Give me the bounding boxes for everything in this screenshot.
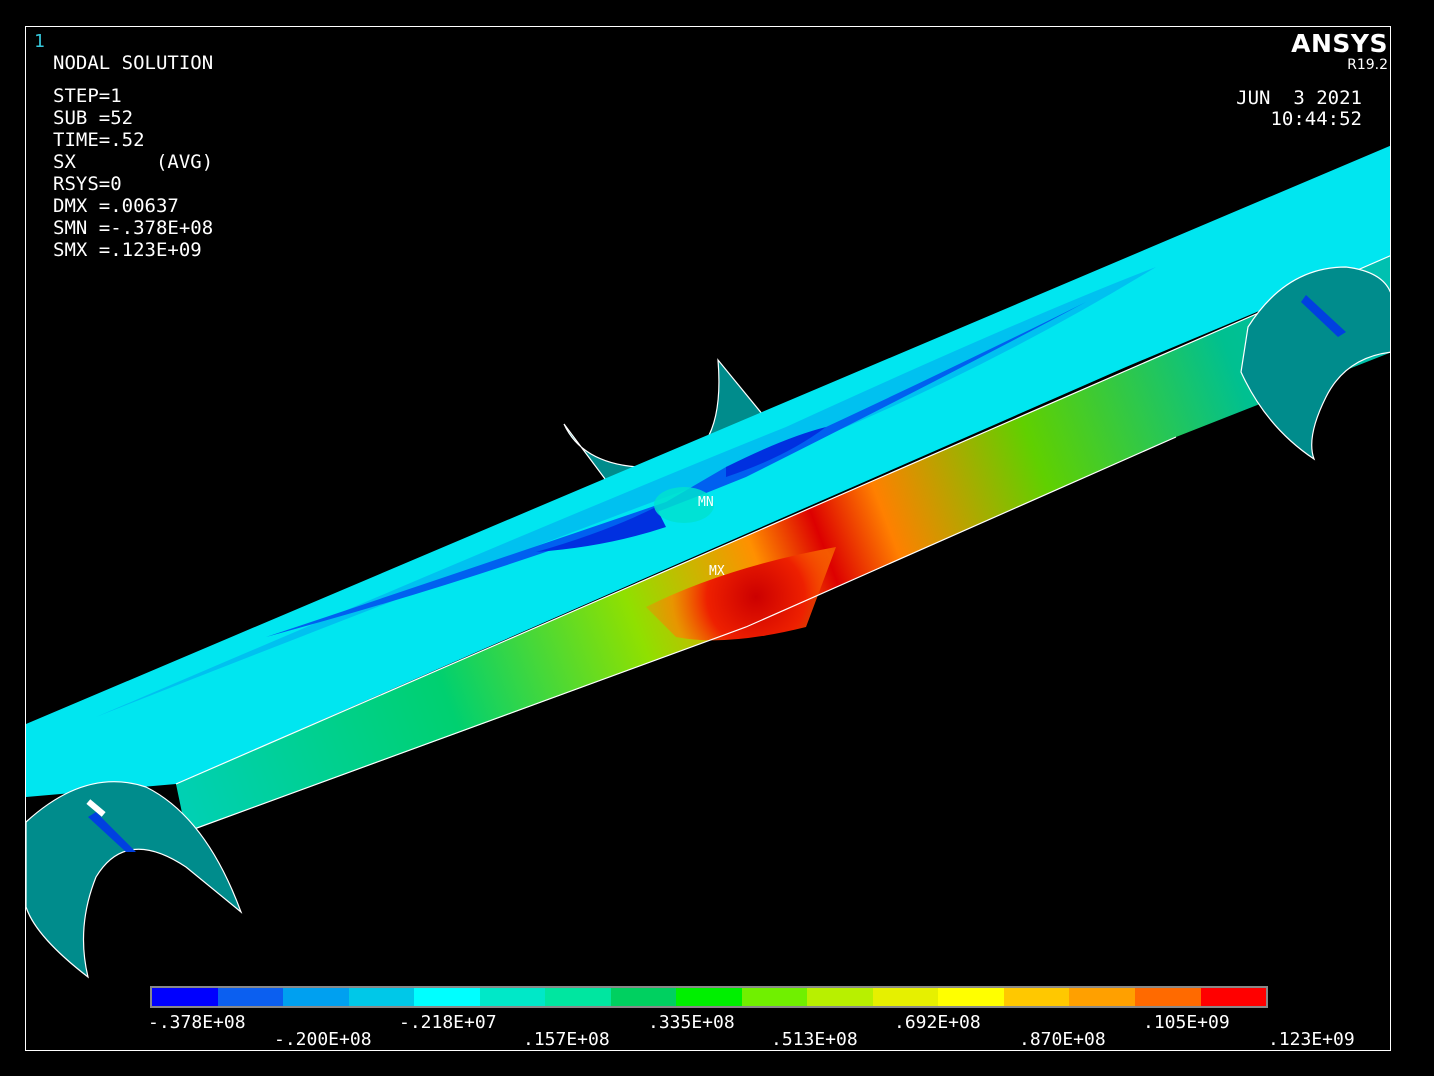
legend-segment (741, 988, 808, 1006)
legend-label-4: .335E+08 (648, 1012, 735, 1033)
legend-segment (479, 988, 546, 1006)
beam-side-face (176, 255, 1390, 832)
support-right (1240, 266, 1390, 461)
ansys-logo: ANSYS (1291, 29, 1388, 58)
legend-label-8: .105E+09 (1143, 1012, 1230, 1033)
info-component: SX (AVG) (53, 151, 214, 173)
info-step: STEP=1 (53, 85, 122, 107)
contour-legend-bar (150, 986, 1268, 1008)
legend-segment (807, 988, 873, 1006)
legend-segment (1069, 988, 1135, 1006)
legend-segment (1200, 988, 1267, 1006)
legend-segment (1003, 988, 1070, 1006)
legend-segment (872, 988, 939, 1006)
support-left (26, 781, 243, 979)
legend-segment (348, 988, 415, 1006)
min-region (654, 487, 714, 523)
max-marker: MX (709, 564, 725, 579)
info-smn: SMN =-.378E+08 (53, 217, 214, 239)
info-dmx: DMX =.00637 (53, 195, 179, 217)
legend-segment (676, 988, 742, 1006)
beam-contour-plot: MN MX (26, 145, 1390, 979)
legend-label-1: -.200E+08 (274, 1029, 372, 1050)
solution-title: NODAL SOLUTION (53, 52, 214, 74)
legend-segment (545, 988, 611, 1006)
info-time: TIME=.52 (53, 129, 145, 151)
legend-segment (283, 988, 349, 1006)
window-number: 1 (34, 31, 45, 52)
legend-label-7: .870E+08 (1019, 1029, 1106, 1050)
graphics-viewport[interactable]: MN MX 1 NODAL SOLUTION STEP=1 SUB =52 TI… (25, 26, 1391, 1051)
plot-date: JUN 3 2021 (1236, 87, 1362, 109)
min-marker: MN (698, 495, 714, 510)
legend-segment (1134, 988, 1201, 1006)
legend-label-2: -.218E+07 (399, 1012, 497, 1033)
legend-label-3: .157E+08 (523, 1029, 610, 1050)
plot-time: 10:44:52 (1270, 108, 1362, 130)
info-rsys: RSYS=0 (53, 173, 122, 195)
legend-label-5: .513E+08 (771, 1029, 858, 1050)
info-smx: SMX =.123E+09 (53, 239, 202, 261)
legend-segment (938, 988, 1004, 1006)
ansys-release: R19.2 (1347, 57, 1388, 73)
legend-label-9: .123E+09 (1268, 1029, 1355, 1050)
legend-segment (152, 988, 218, 1006)
legend-label-6: .692E+08 (894, 1012, 981, 1033)
legend-segment (217, 988, 284, 1006)
legend-segment (610, 988, 677, 1006)
legend-segment (414, 988, 480, 1006)
info-sub: SUB =52 (53, 107, 134, 129)
legend-label-0: -.378E+08 (148, 1012, 246, 1033)
